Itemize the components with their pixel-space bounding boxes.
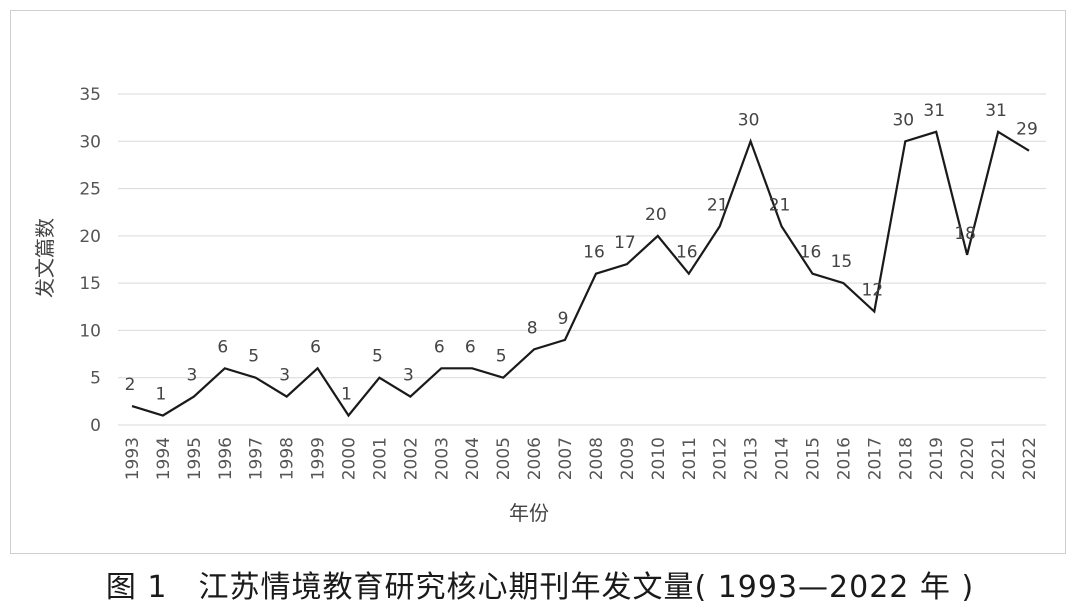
data-label: 8	[527, 318, 538, 338]
data-label: 21	[769, 195, 791, 215]
y-tick-label: 25	[79, 180, 101, 200]
y-tick-label: 0	[90, 416, 101, 436]
data-label: 12	[862, 281, 884, 301]
y-tick-label: 10	[79, 321, 101, 341]
data-label: 31	[923, 101, 945, 121]
x-tick-label: 2002	[401, 437, 421, 480]
x-tick-label: 2004	[463, 437, 483, 480]
x-tick-label: 2020	[958, 437, 978, 480]
x-tick-label: 2022	[1020, 437, 1040, 480]
gridlines	[118, 93, 1046, 426]
data-label: 20	[645, 205, 667, 225]
y-axis-title: 发文篇数	[33, 218, 57, 298]
data-label: 5	[496, 347, 507, 367]
x-tick-label: 2017	[865, 437, 885, 480]
x-tick-label: 2021	[989, 437, 1009, 480]
data-label: 21	[707, 195, 729, 215]
data-label: 15	[831, 252, 853, 272]
y-tick-label: 5	[90, 369, 101, 389]
x-tick-label: 2008	[587, 437, 607, 480]
x-tick-label: 2003	[432, 437, 452, 480]
x-tick-label: 1995	[185, 437, 205, 480]
y-tick-label: 30	[79, 132, 101, 152]
x-tick-label: 2013	[742, 437, 762, 480]
x-tick-label: 1996	[216, 437, 236, 480]
data-label: 3	[279, 366, 290, 386]
data-label: 17	[614, 233, 636, 253]
x-tick-label: 1994	[154, 437, 174, 480]
chart-frame	[10, 10, 1066, 554]
data-label: 30	[738, 110, 760, 130]
x-tick-labels: 1993 1994 1995 1996 1997 1998 1999 2000 2001 2002…	[123, 437, 1040, 480]
data-label: 31	[985, 101, 1007, 121]
x-tick-label: 2019	[927, 437, 947, 480]
data-label: 6	[434, 337, 445, 357]
data-label: 5	[248, 347, 259, 367]
x-tick-label: 1999	[309, 437, 329, 480]
x-tick-label: 2018	[896, 437, 916, 480]
x-tick-label: 2014	[773, 437, 793, 480]
data-label: 6	[465, 337, 476, 357]
data-label: 5	[372, 347, 383, 367]
y-tick-label: 15	[79, 274, 101, 294]
x-tick-label: 2012	[711, 437, 731, 480]
x-tick-label: 2011	[680, 437, 700, 480]
data-label: 30	[892, 110, 914, 130]
data-label: 3	[186, 366, 197, 386]
series-line	[131, 130, 1030, 418]
x-tick-label: 1997	[247, 437, 267, 480]
x-tick-label: 2016	[834, 437, 854, 480]
data-label: 6	[310, 337, 321, 357]
x-tick-label: 2005	[494, 437, 514, 480]
data-label: 16	[676, 243, 698, 263]
x-tick-label: 2001	[370, 437, 390, 480]
x-tick-label: 1998	[278, 437, 298, 480]
x-tick-label: 2010	[649, 437, 669, 480]
data-label: 9	[558, 309, 569, 329]
data-label: 6	[217, 337, 228, 357]
data-label: 1	[156, 385, 167, 405]
data-label: 18	[954, 224, 976, 244]
data-label: 2	[125, 375, 136, 395]
data-label: 3	[403, 366, 414, 386]
data-label: 16	[800, 243, 822, 263]
x-tick-label: 2000	[340, 437, 360, 480]
x-tick-label: 2009	[618, 437, 638, 480]
data-label: 16	[583, 243, 605, 263]
data-label: 1	[341, 385, 352, 405]
figure-caption: 图 1 江苏情境教育研究核心期刊年发文量( 1993—2022 年 )	[105, 570, 975, 605]
y-tick-label: 20	[79, 227, 101, 247]
x-tick-label: 2007	[556, 437, 576, 480]
y-tick-labels: 0 5 10 15 20 25 30 35	[79, 85, 101, 436]
y-tick-label: 35	[79, 85, 101, 105]
data-label: 29	[1016, 120, 1038, 140]
x-tick-label: 1993	[123, 437, 143, 480]
x-tick-label: 2015	[803, 437, 823, 480]
x-tick-label: 2006	[525, 437, 545, 480]
x-axis-title: 年份	[509, 501, 549, 525]
